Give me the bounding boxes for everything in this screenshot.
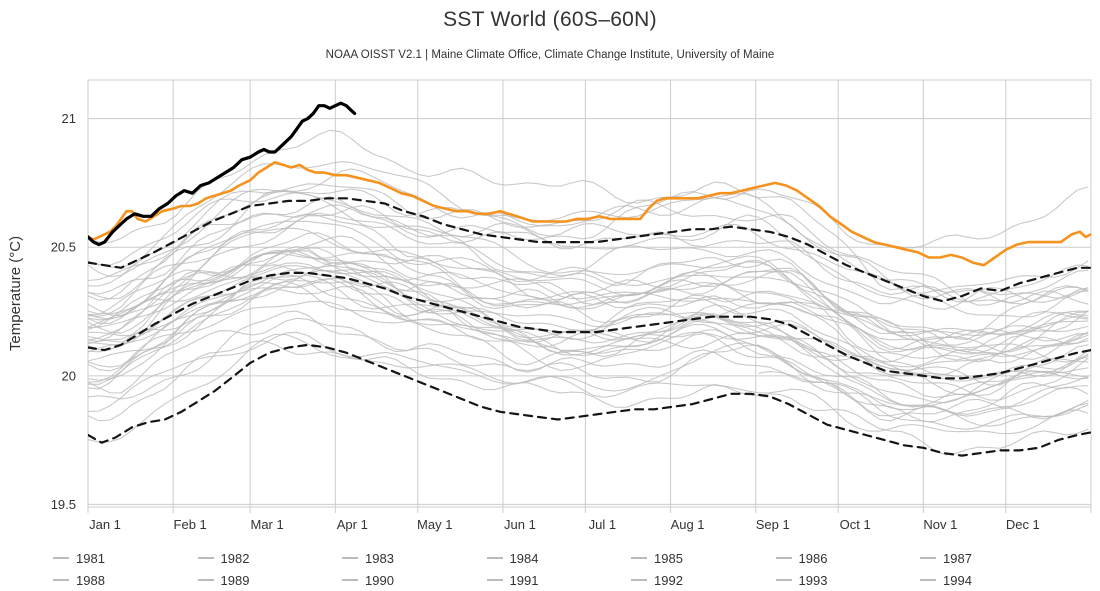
year-line-1985	[88, 340, 1089, 456]
legend-year-label: 1985	[654, 550, 683, 566]
chart-subtitle: NOAA OISST V2.1 | Maine Climate Office, …	[325, 49, 775, 61]
series-dashed_upper	[88, 197, 1091, 303]
legend-item-1982[interactable]: 1982	[197, 547, 343, 569]
legend-item-1983[interactable]: 1983	[342, 547, 487, 569]
series-dashed_mean	[88, 271, 1091, 380]
year-line-2014	[88, 212, 1089, 318]
plot-border	[87, 79, 1092, 508]
year-line-2002	[88, 249, 1089, 337]
year-line-1989	[88, 317, 1089, 417]
year-line-2001	[88, 250, 1089, 363]
sst-chart-page: SST World (60S–60N) NOAA OISST V2.1 | Ma…	[7, 8, 1092, 588]
legend-item-1988[interactable]: 1988	[53, 569, 198, 591]
legend-line-icon	[197, 579, 214, 581]
legend-line-icon	[775, 557, 792, 559]
legend-line-icon	[342, 557, 358, 559]
sst-line-chart: Jan 1 Feb 1 Mar 1 Apr 1 May 1 Jun 1 Jul 1 Aug 1…	[7, 79, 1092, 532]
year-line-2015	[88, 186, 1089, 345]
chart-title: SST World (60S–60N)	[443, 8, 657, 31]
x-axis-label: Oct 1	[840, 517, 871, 532]
year-line-2022	[88, 168, 1089, 306]
x-axis-label: Nov 1	[923, 517, 957, 532]
legend-year-label: 1981	[76, 550, 105, 566]
legend-year-label: 1986	[798, 550, 828, 566]
x-axis-label: Jan 1	[89, 517, 121, 532]
x-axis-label: Jul 1	[589, 517, 616, 532]
legend-line-icon	[920, 579, 936, 581]
year-line-2013	[88, 227, 1089, 336]
legend-year-label: 1987	[943, 550, 972, 566]
legend-line-icon	[197, 557, 214, 559]
legend-line-icon	[486, 557, 503, 559]
legend-line-icon	[920, 557, 936, 559]
series-highlight_orange_full_year	[88, 161, 1091, 267]
year-line-1982	[88, 333, 1089, 443]
y-axis-label: 20	[62, 368, 76, 383]
legend-line-icon	[631, 579, 647, 581]
legend-year-label: 1982	[220, 550, 250, 566]
year-line-1984	[88, 331, 1089, 435]
year-line-1997	[88, 264, 1089, 390]
year-line-2020	[88, 161, 1089, 303]
year-line-2009	[88, 245, 1089, 353]
legend-line-icon	[53, 557, 69, 559]
year-line-2007	[88, 232, 1089, 376]
legend-line-icon	[486, 579, 503, 581]
x-axis-label: Jun 1	[504, 517, 536, 532]
legend-item-1984[interactable]: 1984	[486, 547, 632, 569]
legend-item-1990[interactable]: 1990	[342, 569, 487, 591]
legend-item-1991[interactable]: 1991	[486, 569, 632, 591]
y-axis-label: 19.5	[51, 497, 76, 512]
chart-legend: 1981 1982 1983 1984 1985 1986 1987 1988 1989 1990…	[53, 547, 1063, 591]
x-axis-label: Aug 1	[671, 517, 705, 532]
legend-year-label: 1989	[220, 572, 250, 588]
legend-line-icon	[775, 579, 792, 581]
legend-item-1992[interactable]: 1992	[631, 569, 776, 591]
year-line-2005	[88, 220, 1089, 353]
y-axis-label: 20.5	[51, 240, 76, 255]
x-axis-label: Dec 1	[1006, 517, 1040, 532]
year-line-2010	[88, 196, 1089, 361]
year-line-1988	[88, 265, 1089, 427]
x-axis-label: Feb 1	[174, 517, 207, 532]
legend-item-1981[interactable]: 1981	[53, 547, 198, 569]
legend-item-1989[interactable]: 1989	[197, 569, 343, 591]
year-line-2008	[88, 262, 1089, 376]
legend-year-label: 1990	[365, 572, 394, 588]
legend-year-label: 1983	[365, 550, 394, 566]
legend-item-1985[interactable]: 1985	[631, 547, 776, 569]
year-line-1993	[88, 300, 1089, 408]
x-axis-label: Sep 1	[756, 517, 790, 532]
y-axis-label: 21	[62, 111, 76, 126]
year-line-1999	[88, 270, 1089, 404]
year-line-2000	[88, 274, 1089, 380]
year-line-2012	[88, 235, 1089, 351]
legend-line-icon	[631, 557, 647, 559]
year-line-1998	[88, 188, 1089, 363]
legend-line-icon	[342, 579, 358, 581]
year-line-1991	[88, 286, 1089, 386]
x-axis-label: May 1	[417, 517, 452, 532]
series-dashed_lower	[88, 343, 1091, 457]
legend-item-1993[interactable]: 1993	[775, 569, 921, 591]
x-axis-label: Apr 1	[337, 517, 368, 532]
legend-year-label: 1992	[654, 572, 683, 588]
year-line-1986	[88, 310, 1089, 423]
legend-item-1994[interactable]: 1994	[920, 569, 1065, 591]
year-line-1983	[88, 250, 1089, 420]
legend-year-label: 1994	[943, 572, 972, 588]
legend-item-1986[interactable]: 1986	[775, 547, 921, 569]
x-axis-label: Mar 1	[251, 517, 284, 532]
y-axis-title: Temperature (°C)	[7, 236, 24, 351]
legend-year-label: 1984	[509, 550, 539, 566]
year-line-1987	[88, 279, 1089, 381]
series-current_year_partial	[88, 101, 357, 247]
legend-year-label: 1993	[798, 572, 828, 588]
legend-line-icon	[53, 579, 69, 581]
legend-year-label: 1988	[76, 572, 105, 588]
legend-year-label: 1991	[509, 572, 539, 588]
legend-item-1987[interactable]: 1987	[920, 547, 1065, 569]
